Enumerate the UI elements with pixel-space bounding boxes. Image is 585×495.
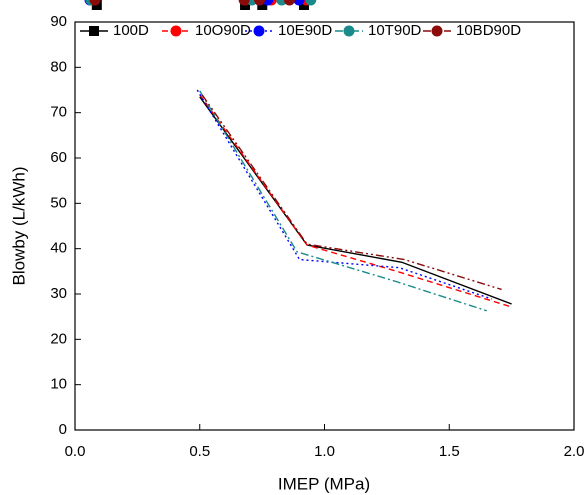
x-tick-label: 1.5 — [439, 443, 460, 460]
legend-label: 100D — [113, 22, 149, 39]
x-tick-label: 0.5 — [189, 443, 210, 460]
y-tick-label: 20 — [50, 330, 67, 347]
legend-marker — [170, 25, 182, 37]
x-axis-title: IMEP (MPa) — [278, 474, 370, 493]
legend-marker — [343, 25, 355, 37]
x-tick-label: 1.0 — [314, 443, 335, 460]
x-tick-label: 2.0 — [564, 443, 585, 460]
legend-marker — [253, 25, 265, 37]
series-line — [199, 96, 512, 305]
marker — [305, 0, 317, 6]
marker — [262, 0, 274, 6]
y-tick-label: 0 — [59, 421, 67, 438]
series-line — [199, 94, 510, 307]
y-axis-title: Blowby (L/kWh) — [9, 166, 28, 285]
marker — [293, 0, 305, 6]
series-line — [201, 94, 502, 291]
legend-marker — [89, 26, 99, 36]
legend-marker — [431, 25, 443, 37]
y-tick-label: 80 — [50, 58, 67, 75]
legend-label: 10E90D — [278, 22, 332, 39]
legend-label: 10T90D — [368, 22, 422, 39]
legend-label: 10O90D — [195, 22, 251, 39]
marker — [283, 0, 295, 6]
y-tick-label: 50 — [50, 194, 67, 211]
y-tick-label: 40 — [50, 240, 67, 257]
y-tick-label: 60 — [50, 149, 67, 166]
legend-label: 10BD90D — [456, 22, 521, 39]
y-tick-label: 70 — [50, 104, 67, 121]
marker — [238, 0, 250, 6]
marker — [254, 0, 266, 6]
series-line — [199, 90, 487, 312]
y-tick-label: 30 — [50, 285, 67, 302]
marker — [89, 0, 101, 6]
marker — [257, 0, 268, 10]
y-tick-label: 90 — [50, 13, 67, 30]
plot-frame — [74, 21, 575, 431]
y-tick-label: 10 — [50, 376, 67, 393]
x-tick-label: 0.0 — [65, 443, 86, 460]
series-line — [196, 89, 492, 300]
